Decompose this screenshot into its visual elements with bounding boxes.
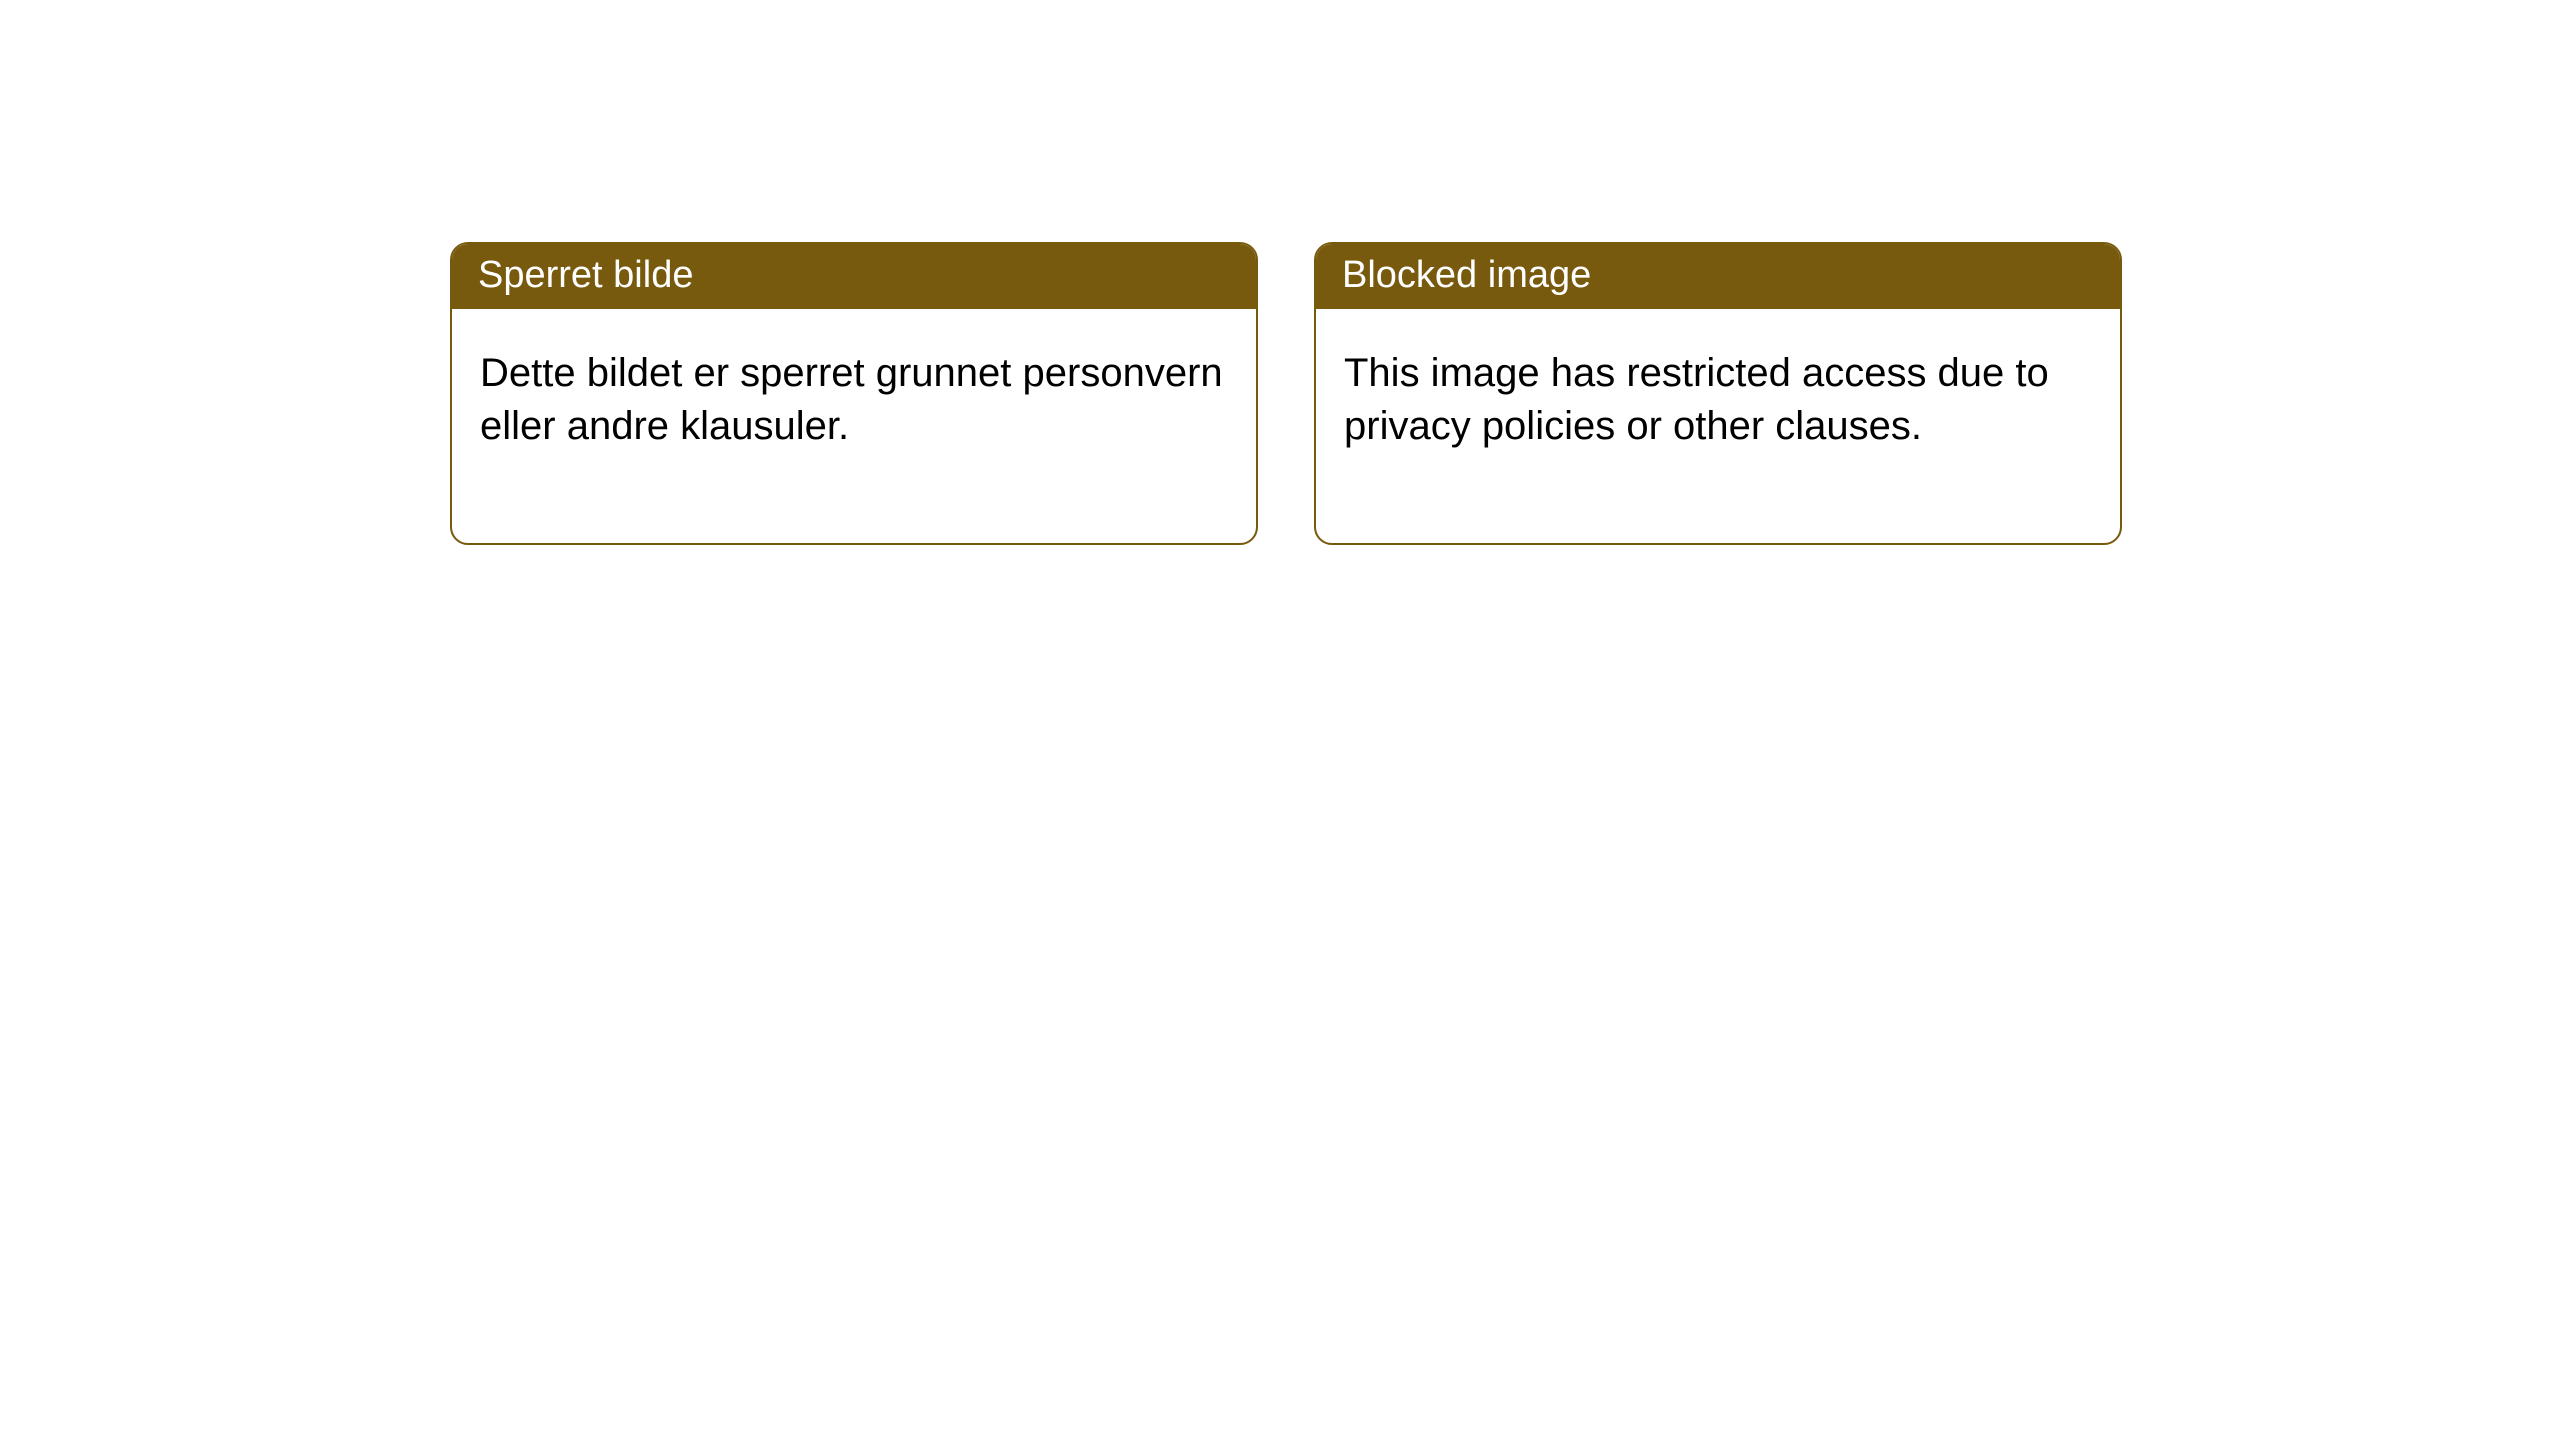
notice-body: This image has restricted access due to … [1316, 309, 2120, 543]
notice-header: Blocked image [1316, 244, 2120, 309]
notice-body: Dette bildet er sperret grunnet personve… [452, 309, 1256, 543]
notice-card-norwegian: Sperret bilde Dette bildet er sperret gr… [450, 242, 1258, 545]
notice-container: Sperret bilde Dette bildet er sperret gr… [0, 0, 2560, 545]
notice-card-english: Blocked image This image has restricted … [1314, 242, 2122, 545]
notice-header: Sperret bilde [452, 244, 1256, 309]
